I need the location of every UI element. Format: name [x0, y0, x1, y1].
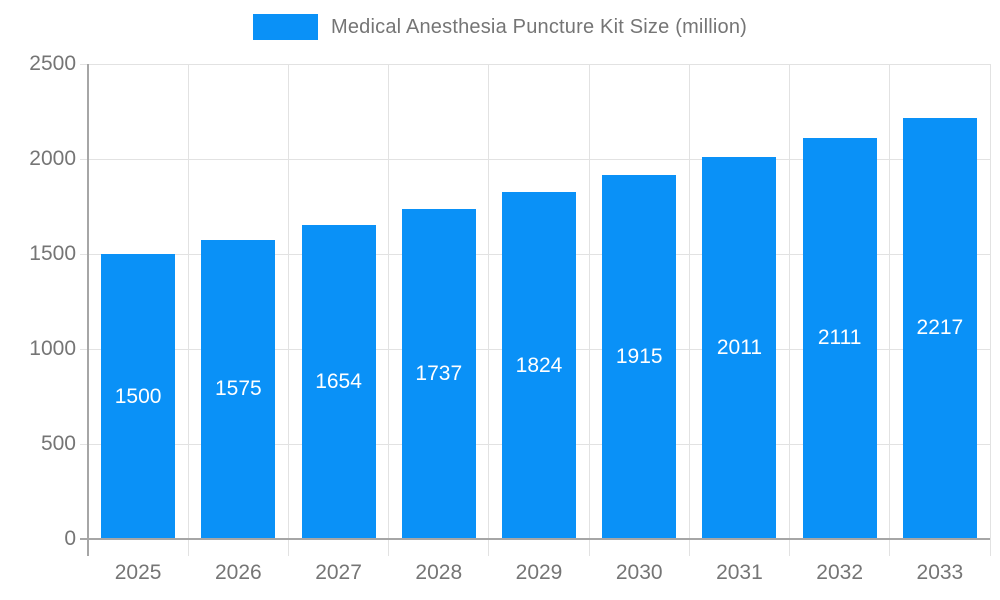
x-tick-label: 2025 [114, 561, 162, 584]
bar-value-label: 1915 [615, 345, 663, 369]
v-gridline [388, 64, 390, 556]
v-gridline [789, 64, 791, 556]
plot-area: 1500 1575 1654 1737 1824 1915 2011 2111 2217 0 50… [29, 52, 991, 584]
bar-2033: 2217 [902, 117, 977, 539]
y-tick-label: 1000 [29, 337, 76, 360]
v-gridline [488, 64, 490, 556]
y-tick-label: 1500 [29, 242, 76, 265]
v-gridline [989, 64, 991, 556]
bar-value-label: 2011 [716, 335, 763, 359]
h-gridline [80, 64, 990, 65]
bar-2025: 1500 [101, 254, 176, 539]
bar-2027: 1654 [301, 224, 376, 539]
y-tick-label: 500 [40, 432, 76, 455]
y-tick-label: 2500 [29, 52, 76, 75]
x-tick-label: 2026 [214, 561, 262, 584]
legend-swatch [252, 14, 318, 40]
v-gridline [588, 64, 590, 556]
bar-2030: 1915 [602, 175, 677, 539]
v-gridline [688, 64, 690, 556]
v-gridline [889, 64, 891, 556]
bar-2031: 2011 [702, 156, 777, 539]
x-tick-label: 2029 [515, 561, 563, 584]
legend-label: Medical Anesthesia Puncture Kit Size (mi… [330, 15, 748, 38]
bar-value-label: 1737 [415, 361, 463, 385]
x-tick-label: 2030 [615, 561, 663, 584]
y-axis-line [87, 64, 89, 556]
bar-2032: 2111 [802, 137, 877, 539]
h-gridline [80, 159, 990, 160]
y-tick-label: 2000 [29, 147, 76, 170]
v-gridline [287, 64, 289, 556]
bar-2029: 1824 [502, 192, 576, 539]
y-tick-label: 0 [64, 527, 76, 550]
bar-value-label: 1500 [114, 384, 162, 408]
bar-value-label: 1575 [214, 377, 262, 401]
x-axis-line [80, 538, 990, 540]
x-tick-label: 2027 [315, 561, 362, 584]
bar-value-label: 1824 [515, 353, 563, 377]
bar-2028: 1737 [401, 208, 476, 539]
x-tick-label: 2033 [916, 561, 964, 584]
x-tick-label: 2031 [716, 561, 763, 584]
x-tick-label: 2028 [415, 561, 463, 584]
bar-2026: 1575 [201, 239, 276, 539]
legend: Medical Anesthesia Puncture Kit Size (mi… [0, 14, 1000, 40]
bar-value-label: 2111 [817, 326, 862, 350]
bar-value-label: 1654 [315, 369, 362, 393]
bar-value-label: 2217 [916, 316, 964, 340]
v-gridline [187, 64, 189, 556]
x-tick-label: 2032 [816, 561, 864, 584]
